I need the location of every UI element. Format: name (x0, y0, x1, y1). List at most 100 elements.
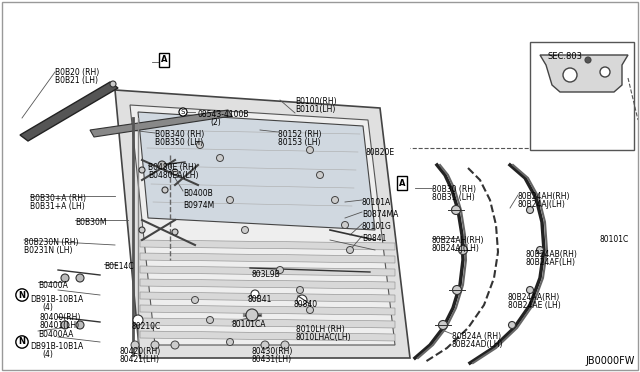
Polygon shape (140, 266, 395, 276)
Text: 80153 (LH): 80153 (LH) (278, 138, 321, 147)
Circle shape (139, 167, 145, 173)
Text: B0974M: B0974M (183, 201, 214, 210)
Circle shape (61, 274, 69, 282)
Circle shape (297, 295, 307, 305)
Text: B0B30M: B0B30M (75, 218, 106, 227)
Text: B0400A: B0400A (38, 281, 68, 290)
Text: 80420(RH): 80420(RH) (120, 347, 161, 356)
Text: (4): (4) (42, 303, 53, 312)
Text: 8010LH (RH): 8010LH (RH) (296, 325, 345, 334)
Text: 80B24AJ(LH): 80B24AJ(LH) (518, 200, 566, 209)
Circle shape (172, 169, 178, 175)
Text: B0E14C: B0E14C (104, 262, 134, 271)
Polygon shape (20, 82, 118, 141)
Circle shape (158, 161, 166, 169)
FancyBboxPatch shape (530, 42, 634, 150)
Circle shape (600, 67, 610, 77)
Text: B0480EA(LH): B0480EA(LH) (148, 171, 198, 180)
Circle shape (207, 317, 214, 324)
Circle shape (332, 196, 339, 203)
Text: B0B21 (LH): B0B21 (LH) (55, 76, 98, 85)
Circle shape (172, 229, 178, 235)
Text: 80B24AH(RH): 80B24AH(RH) (518, 192, 570, 201)
Text: B0100(RH): B0100(RH) (295, 97, 337, 106)
Text: 80B24AE (LH): 80B24AE (LH) (508, 301, 561, 310)
Polygon shape (140, 331, 395, 341)
Circle shape (246, 309, 258, 321)
Polygon shape (540, 55, 628, 92)
Text: B0480E (RH): B0480E (RH) (148, 163, 196, 172)
Text: (2): (2) (210, 118, 221, 127)
Circle shape (76, 274, 84, 282)
Circle shape (527, 286, 534, 294)
Text: 80B24AJ(LH): 80B24AJ(LH) (432, 244, 480, 253)
Text: B0B30+A (RH): B0B30+A (RH) (30, 194, 86, 203)
Text: 80152 (RH): 80152 (RH) (278, 130, 321, 139)
Circle shape (296, 286, 303, 294)
Text: 80430(RH): 80430(RH) (252, 347, 293, 356)
Circle shape (342, 221, 349, 228)
Circle shape (227, 196, 234, 203)
Polygon shape (140, 240, 395, 250)
Text: 80B30 (RH): 80B30 (RH) (432, 185, 476, 194)
Circle shape (307, 147, 314, 154)
Text: B0B31+A (LH): B0B31+A (LH) (30, 202, 84, 211)
Text: A: A (399, 179, 405, 187)
Text: B0400AA: B0400AA (38, 330, 74, 339)
Circle shape (276, 266, 284, 273)
Text: 80B24A (RH): 80B24A (RH) (452, 332, 501, 341)
Polygon shape (138, 112, 375, 230)
Text: B0101(LH): B0101(LH) (295, 105, 335, 114)
Text: B0841: B0841 (362, 234, 387, 243)
Text: B0B340 (RH): B0B340 (RH) (155, 130, 204, 139)
Text: 80101CA: 80101CA (232, 320, 266, 329)
Text: 80210C: 80210C (131, 322, 160, 331)
Text: B0231N (LH): B0231N (LH) (24, 246, 72, 255)
Circle shape (171, 341, 179, 349)
Polygon shape (90, 110, 232, 137)
Text: 80401(LH): 80401(LH) (40, 321, 80, 330)
Circle shape (585, 57, 591, 63)
Text: N: N (19, 291, 26, 299)
Circle shape (191, 296, 198, 304)
Polygon shape (140, 292, 395, 302)
Circle shape (563, 68, 577, 82)
Text: (4): (4) (42, 350, 53, 359)
Text: DB91B-10B1A: DB91B-10B1A (30, 342, 83, 351)
Text: 80431(LH): 80431(LH) (252, 355, 292, 364)
Circle shape (227, 339, 234, 346)
Circle shape (196, 141, 204, 148)
Circle shape (131, 341, 139, 349)
Circle shape (438, 321, 447, 330)
Text: 80B230N (RH): 80B230N (RH) (24, 238, 79, 247)
Text: 80B24AB(RH): 80B24AB(RH) (526, 250, 578, 259)
Circle shape (527, 206, 534, 214)
Text: B0874MA: B0874MA (362, 210, 398, 219)
Text: 80B31 (LH): 80B31 (LH) (432, 193, 475, 202)
Text: 08543-4100B: 08543-4100B (198, 110, 250, 119)
Circle shape (452, 285, 461, 295)
Circle shape (536, 247, 543, 253)
Circle shape (162, 187, 168, 193)
Text: 80B24AH(RH): 80B24AH(RH) (432, 236, 484, 245)
Text: 8010LHAC(LH): 8010LHAC(LH) (296, 333, 351, 342)
Polygon shape (130, 105, 395, 345)
Circle shape (251, 290, 259, 298)
Text: 80421(LH): 80421(LH) (120, 355, 160, 364)
Circle shape (346, 247, 353, 253)
Text: B0B350 (LH): B0B350 (LH) (155, 138, 203, 147)
Polygon shape (140, 279, 395, 289)
Circle shape (241, 227, 248, 234)
Text: 803L9B: 803L9B (252, 270, 281, 279)
Text: 80B20E: 80B20E (366, 148, 395, 157)
Text: 80B24AF(LH): 80B24AF(LH) (526, 258, 576, 267)
Text: B0B20 (RH): B0B20 (RH) (55, 68, 99, 77)
Circle shape (216, 154, 223, 161)
Circle shape (139, 227, 145, 233)
Circle shape (110, 81, 116, 87)
Circle shape (151, 341, 159, 349)
Text: 80101G: 80101G (362, 222, 392, 231)
Circle shape (509, 321, 515, 328)
Circle shape (458, 246, 467, 254)
Circle shape (307, 307, 314, 314)
